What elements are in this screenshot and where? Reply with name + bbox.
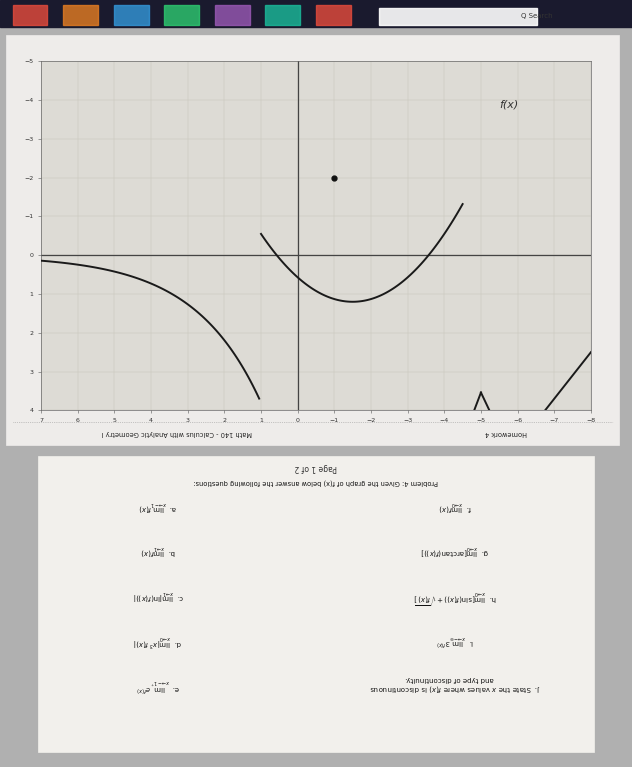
Bar xyxy=(215,5,250,25)
Text: Page 1 of 2: Page 1 of 2 xyxy=(295,463,337,472)
Bar xyxy=(6,35,619,445)
Bar xyxy=(316,5,351,25)
Bar xyxy=(114,5,149,25)
Text: e.  $\lim_{x\to -1^+} e^{f(x)}$: e. $\lim_{x\to -1^+} e^{f(x)}$ xyxy=(136,676,180,693)
Text: Math 140 - Calculus with Analytic Geometry I: Math 140 - Calculus with Analytic Geomet… xyxy=(102,430,252,436)
Text: g.  $\lim_{x\to 0} [\arctan(f(x))]$: g. $\lim_{x\to 0} [\arctan(f(x))]$ xyxy=(421,543,489,557)
Text: i.  $\lim_{x\to -\infty} 3^{f(x)}$: i. $\lim_{x\to -\infty} 3^{f(x)}$ xyxy=(436,632,474,647)
Text: h.  $\lim_{x\to 0} [\sin(f(x))+\sqrt{f(x)}]$: h. $\lim_{x\to 0} [\sin(f(x))+\sqrt{f(x)… xyxy=(413,588,497,604)
Text: d.  $\lim_{x\to 0} |x^3 f(x)|$: d. $\lim_{x\to 0} |x^3 f(x)|$ xyxy=(133,632,183,648)
Bar xyxy=(0,0,632,27)
Text: Problem 4: Given the graph of f(x) below answer the following questions:: Problem 4: Given the graph of f(x) below… xyxy=(193,479,439,486)
Bar xyxy=(379,8,537,25)
Text: a.  $\lim_{x\to -1} f(x)$: a. $\lim_{x\to -1} f(x)$ xyxy=(138,499,178,512)
Bar xyxy=(265,5,300,25)
Bar xyxy=(164,5,199,25)
Text: j.  State the $x$ values where $f(x)$ is discontinuous
     and type of disconti: j. State the $x$ values where $f(x)$ is … xyxy=(370,676,540,693)
Bar xyxy=(13,5,47,25)
Text: c.  $\lim_{x\to 1} |\ln(f(x))|$: c. $\lim_{x\to 1} |\ln(f(x))|$ xyxy=(133,588,183,601)
Bar xyxy=(63,5,98,25)
Text: Q Search: Q Search xyxy=(521,13,553,19)
Text: f.  $\lim_{x\to 0} f(x)$: f. $\lim_{x\to 0} f(x)$ xyxy=(439,499,471,512)
Text: f(x): f(x) xyxy=(499,100,518,110)
Bar xyxy=(38,456,594,752)
Text: b.  $\lim_{x\to 1} f(x)$: b. $\lim_{x\to 1} f(x)$ xyxy=(140,543,176,557)
Text: Homework 4: Homework 4 xyxy=(485,430,526,436)
